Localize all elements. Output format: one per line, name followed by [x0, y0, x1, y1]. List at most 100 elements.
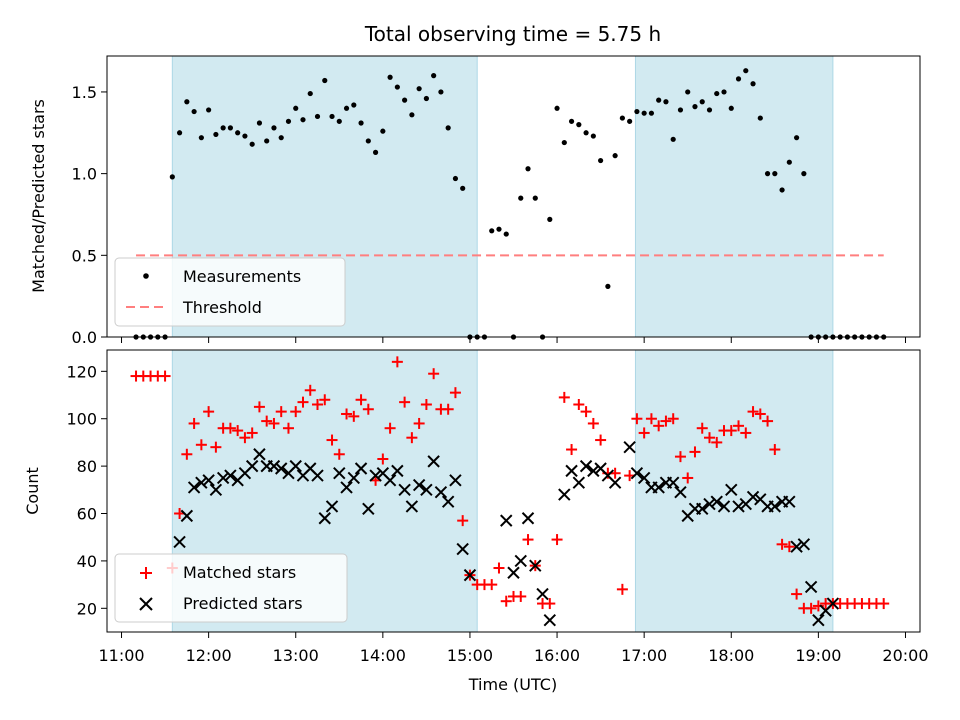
matched-star-point: [348, 410, 360, 422]
measurement-point: [525, 166, 531, 172]
predicted-star-point: [267, 459, 281, 473]
measurement-point: [757, 115, 763, 121]
predicted-star-point: [797, 538, 811, 551]
predicted-star-point: [354, 462, 368, 475]
predicted-star-point: [202, 474, 215, 487]
shaded-interval: [634, 349, 834, 633]
y-tick-label: 80: [77, 457, 97, 476]
matched-star-point: [754, 408, 766, 420]
top-x-ticks: [121, 337, 906, 343]
predicted-star-point: [507, 566, 520, 579]
top-panel: 0.0 0.5 1.0 1.5 Matched/Predicted stars Mea…: [29, 55, 921, 347]
predicted-star-point: [666, 476, 680, 489]
legend-label-threshold: Threshold: [182, 298, 262, 317]
predicted-star-point: [674, 485, 687, 499]
matched-star-point: [515, 590, 527, 602]
y-tick-label: 100: [66, 410, 97, 429]
predicted-star-point: [383, 474, 397, 487]
matched-star-point: [580, 406, 592, 418]
measurement-point: [256, 120, 263, 126]
legend-label-measurements: Measurements: [183, 267, 301, 286]
measurement-point: [438, 89, 444, 95]
measurement-point: [764, 171, 771, 177]
matched-star-point: [783, 541, 795, 553]
x-tick-label: 13:00: [273, 646, 319, 665]
measurement-point: [176, 130, 183, 136]
predicted-star-point: [521, 512, 535, 525]
predicted-star-point: [812, 613, 825, 627]
predicted-star-point: [216, 471, 230, 485]
matched-star-point: [674, 451, 686, 463]
matched-star-point: [261, 415, 273, 427]
bottom-legend-frame: [114, 553, 348, 623]
matched-star-point: [544, 598, 556, 610]
matched-star-point: [297, 396, 309, 408]
measurement-point: [576, 122, 582, 128]
predicted-star-point: [783, 495, 796, 508]
top-axes-frame: [106, 55, 921, 338]
matched-star-point: [268, 417, 280, 429]
matched-star-point: [493, 562, 505, 574]
measurement-point: [271, 125, 277, 131]
matched-star-point: [275, 406, 287, 418]
measurement-point: [612, 153, 618, 159]
bottom-panel: 20 40 60 80 100 120 11:00 12:00 13:00 14:00 15:00…: [23, 349, 929, 694]
matched-star-point: [181, 448, 193, 460]
matched-star-point: [195, 439, 207, 451]
measurement-point: [213, 131, 219, 138]
measurement-point: [249, 141, 255, 147]
predicted-star-point: [768, 500, 782, 513]
x-tick-label: 14:00: [360, 646, 406, 665]
y-tick-label: 1.0: [72, 165, 97, 184]
matched-star-point: [312, 399, 324, 411]
top-y-ticks: 0.0 0.5 1.0 1.5: [72, 83, 107, 347]
predicted-star-point: [826, 597, 840, 610]
predicted-star-point: [558, 488, 571, 501]
predicted-star-point: [362, 502, 375, 515]
measurement-point: [431, 73, 437, 79]
predicted-star-point: [579, 459, 593, 473]
predicted-star-point: [637, 471, 651, 485]
legend-marker-measurements: [143, 273, 149, 279]
measurement-point: [336, 118, 342, 124]
measurement-point: [423, 95, 429, 102]
x-tick-label: 12:00: [186, 646, 232, 665]
matched-star-point: [566, 444, 578, 456]
predicted-star-point: [717, 500, 731, 513]
predicted-star-point: [543, 613, 557, 627]
matched-star-point: [725, 425, 737, 437]
predicted-star-point: [333, 467, 346, 480]
top-y-axis-label: Matched/Predicted stars: [29, 99, 48, 293]
measurement-point: [191, 108, 197, 115]
predicted-star-point: [746, 490, 760, 504]
measurement-point: [598, 157, 604, 164]
predicted-star-point: [340, 481, 353, 494]
matched-star-point: [391, 356, 403, 368]
measurement-point: [452, 175, 459, 182]
measurement-point: [663, 99, 669, 105]
measurement-point: [561, 139, 567, 146]
top-legend-frame: [114, 257, 346, 327]
matched-star-point: [224, 422, 236, 434]
predicted-star-point: [652, 481, 665, 494]
matched-star-point: [413, 417, 425, 429]
matched-star-point: [442, 403, 454, 415]
matched-star-point: [696, 422, 708, 434]
predicted-star-point: [572, 476, 586, 489]
matched-star-point: [740, 427, 752, 439]
measurement-point: [786, 159, 792, 165]
bottom-axes-frame: [106, 349, 921, 633]
predicted-star-point: [449, 474, 462, 487]
measurement-point: [496, 226, 502, 232]
measurement-point: [169, 174, 175, 180]
predicted-star-point: [325, 500, 339, 513]
measurement-point: [343, 105, 350, 111]
measurement-point: [322, 77, 328, 84]
matched-star-point: [326, 434, 338, 446]
measurement-point: [779, 187, 785, 193]
measurement-point: [351, 102, 357, 108]
measurement-point: [518, 195, 524, 201]
matched-star-point: [449, 387, 461, 399]
measurement-point: [235, 130, 241, 136]
